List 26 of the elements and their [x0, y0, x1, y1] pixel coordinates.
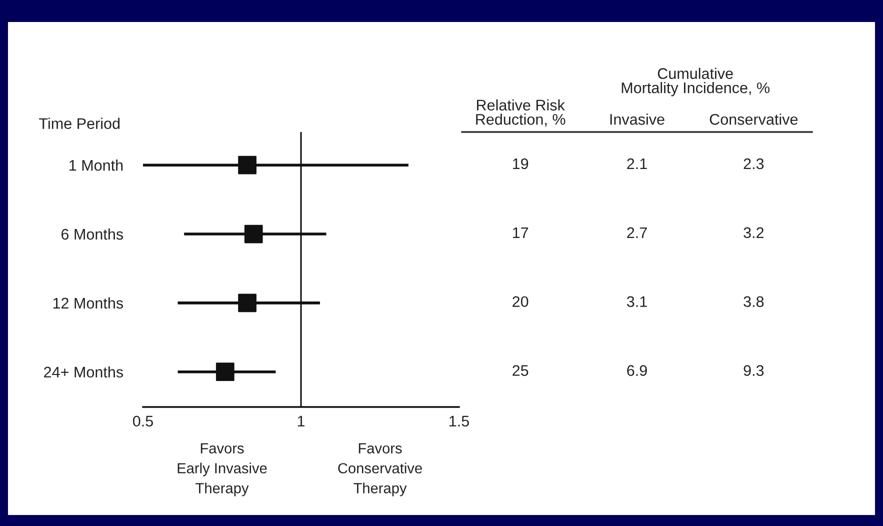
x-tick-label: Relative Risk Reduction, % — [476, 99, 566, 127]
data-label: 19 — [513, 158, 528, 170]
y-tick-label: 24+ Months — [44, 366, 124, 378]
x-tick-label: 1 — [298, 416, 305, 426]
text: Favors Early Invasive Therapy — [178, 443, 267, 496]
x-tick-label: Conservative — [710, 114, 798, 125]
data-label: 2.3 — [744, 158, 764, 170]
x-tick-label: 0.5 — [132, 416, 153, 427]
x-tick-label: Invasive — [610, 114, 664, 125]
x-tick-label: 1.5 — [450, 416, 469, 427]
data-label: 9.3 — [744, 365, 764, 376]
data-label: 17 — [513, 227, 528, 238]
text: Favors Conservative Therapy — [338, 443, 422, 496]
data-label: 6.9 — [627, 365, 647, 376]
text: Cumulative Mortality Incidence, % — [622, 68, 770, 96]
y-axis-title: Time Period — [39, 118, 120, 129]
data-label: 2.1 — [627, 158, 647, 170]
data-label: 3.8 — [744, 296, 764, 308]
data-label: 25 — [512, 365, 528, 376]
data-label: 2.7 — [627, 227, 647, 238]
y-tick-label: 12 Months — [53, 297, 124, 309]
data-label: 20 — [512, 296, 528, 308]
data-label: 3.2 — [744, 227, 764, 238]
data-label: 3.1 — [626, 296, 647, 308]
y-tick-label: 6 Months — [61, 228, 124, 240]
y-tick-label: 1 Month — [70, 160, 123, 171]
